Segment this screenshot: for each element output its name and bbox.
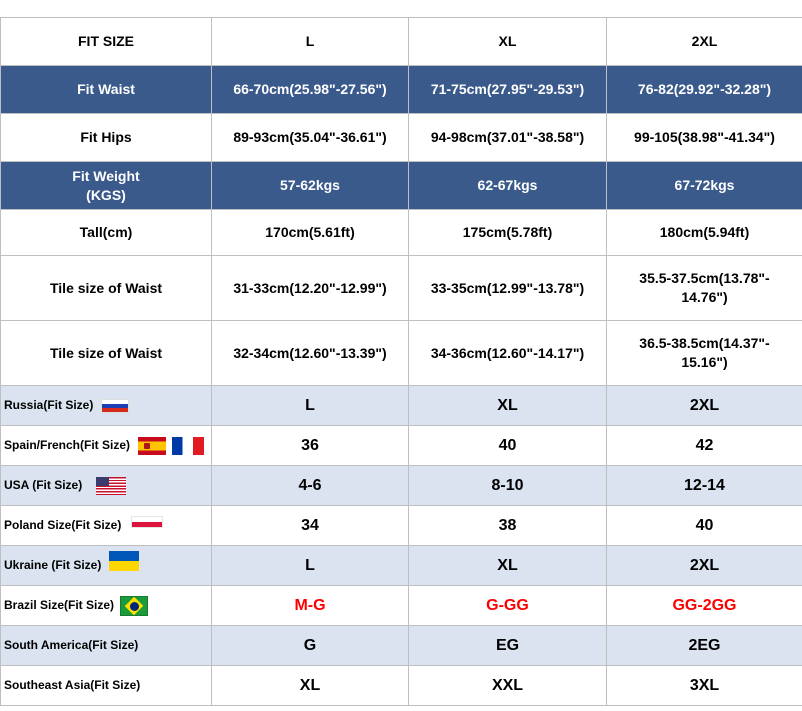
cell-value-line: 14.76") <box>681 289 728 305</box>
cell-value: M-G <box>211 585 409 626</box>
cell-value: L <box>211 385 409 426</box>
cell-value: 57-62kgs <box>211 161 409 210</box>
cell-value: 89-93cm(35.04"-36.61") <box>211 113 409 162</box>
cell-value: 8-10 <box>408 465 607 506</box>
cell-value: 33-35cm(12.99"-13.78") <box>408 255 607 321</box>
brazil-flag-icon <box>120 595 149 616</box>
region-label: Spain/French(Fit Size) <box>0 425 212 466</box>
south-america-row: South America(Fit Size) G EG 2EG <box>0 625 802 666</box>
tile-waist-row: Tile size of Waist 31-33cm(12.20"-12.99"… <box>0 255 802 321</box>
cell-value-line: 15.16") <box>681 354 728 370</box>
region-label: Southeast Asia(Fit Size) <box>0 665 212 706</box>
row-label: Fit Hips <box>0 113 212 162</box>
row-label: Fit Waist <box>0 65 212 114</box>
cell-value: 38 <box>408 505 607 546</box>
region-label-text: Russia(Fit Size) <box>4 398 94 412</box>
cell-value: XL <box>408 545 607 586</box>
cell-value: 180cm(5.94ft) <box>606 209 802 256</box>
cell-value: 32-34cm(12.60"-13.39") <box>211 320 409 386</box>
cell-value: 36 <box>211 425 409 466</box>
cell-value: 31-33cm(12.20"-12.99") <box>211 255 409 321</box>
cell-value: 40 <box>408 425 607 466</box>
cell-value: 71-75cm(27.95"-29.53") <box>408 65 607 114</box>
southeast-asia-row: Southeast Asia(Fit Size) XL XXL 3XL <box>0 665 802 706</box>
cell-value: 2EG <box>606 625 802 666</box>
size-header-l: L <box>211 17 409 66</box>
cell-value: 4-6 <box>211 465 409 506</box>
row-label-line: Fit Weight <box>72 167 140 184</box>
cell-value: G <box>211 625 409 666</box>
fit-size-header: FIT SIZE <box>0 17 212 66</box>
usa-row: USA (Fit Size) 4-6 8-10 12-14 <box>0 465 802 506</box>
region-label-text: Poland Size(Fit Size) <box>4 518 122 532</box>
size-chart-table: FIT SIZE L XL 2XL Fit Waist 66-70cm(25.9… <box>0 17 802 706</box>
region-label-text: Spain/French(Fit Size) <box>4 438 131 452</box>
region-label: Russia(Fit Size) <box>0 385 212 426</box>
cell-value: 94-98cm(37.01"-38.58") <box>408 113 607 162</box>
poland-flag-icon <box>131 515 164 528</box>
france-flag-icon <box>172 436 205 455</box>
region-label-text: Brazil Size(Fit Size) <box>4 597 115 612</box>
region-label-text: USA (Fit Size) <box>4 478 83 492</box>
cell-value: 40 <box>606 505 802 546</box>
spain-flag-icon <box>138 436 167 455</box>
fit-weight-row: Fit Weight (KGS) 57-62kgs 62-67kgs 67-72… <box>0 161 802 210</box>
region-label-text: Southeast Asia(Fit Size) <box>4 678 141 692</box>
cell-value: 34 <box>211 505 409 546</box>
row-label: Fit Weight (KGS) <box>0 161 212 210</box>
russia-flag-icon <box>101 398 130 413</box>
cell-value: XL <box>408 385 607 426</box>
region-label: South America(Fit Size) <box>0 625 212 666</box>
region-label: USA (Fit Size) <box>0 465 212 506</box>
row-label: Tile size of Waist <box>0 320 212 386</box>
cell-value: G-GG <box>408 585 607 626</box>
cell-value: XL <box>211 665 409 706</box>
usa-flag-icon <box>96 476 127 495</box>
row-label: Tile size of Waist <box>0 255 212 321</box>
header-row: FIT SIZE L XL 2XL <box>0 17 802 66</box>
cell-value: 2XL <box>606 545 802 586</box>
cell-value: XXL <box>408 665 607 706</box>
fit-waist-row: Fit Waist 66-70cm(25.98"-27.56") 71-75cm… <box>0 65 802 114</box>
tile-waist-row-2: Tile size of Waist 32-34cm(12.60"-13.39"… <box>0 320 802 386</box>
cell-value: EG <box>408 625 607 666</box>
region-label: Brazil Size(Fit Size) <box>0 585 212 626</box>
fit-hips-row: Fit Hips 89-93cm(35.04"-36.61") 94-98cm(… <box>0 113 802 162</box>
cell-value: 36.5-38.5cm(14.37"- 15.16") <box>606 320 802 386</box>
brazil-row: Brazil Size(Fit Size) M-G G-GG GG-2GG <box>0 585 802 626</box>
cell-value: L <box>211 545 409 586</box>
cell-value: 175cm(5.78ft) <box>408 209 607 256</box>
cell-value: 35.5-37.5cm(13.78"- 14.76") <box>606 255 802 321</box>
cell-value-line: 36.5-38.5cm(14.37"- <box>639 335 770 351</box>
cell-value: 76-82(29.92"-32.28") <box>606 65 802 114</box>
russia-row: Russia(Fit Size) L XL 2XL <box>0 385 802 426</box>
cell-value: 42 <box>606 425 802 466</box>
row-label-line: (KGS) <box>86 186 126 203</box>
cell-value-line: 35.5-37.5cm(13.78"- <box>639 270 770 286</box>
poland-row: Poland Size(Fit Size) 34 38 40 <box>0 505 802 546</box>
ukraine-flag-icon <box>109 550 140 571</box>
region-label-text: South America(Fit Size) <box>4 638 139 652</box>
cell-value: 66-70cm(25.98"-27.56") <box>211 65 409 114</box>
size-header-2xl: 2XL <box>606 17 802 66</box>
size-header-xl: XL <box>408 17 607 66</box>
region-label: Poland Size(Fit Size) <box>0 505 212 546</box>
cell-value: 170cm(5.61ft) <box>211 209 409 256</box>
cell-value: 67-72kgs <box>606 161 802 210</box>
row-label: Tall(cm) <box>0 209 212 256</box>
cell-value: 34-36cm(12.60"-14.17") <box>408 320 607 386</box>
cell-value: 2XL <box>606 385 802 426</box>
cell-value: 62-67kgs <box>408 161 607 210</box>
ukraine-row: Ukraine (Fit Size) L XL 2XL <box>0 545 802 586</box>
tall-row: Tall(cm) 170cm(5.61ft) 175cm(5.78ft) 180… <box>0 209 802 256</box>
cell-value: 3XL <box>606 665 802 706</box>
cell-value: 12-14 <box>606 465 802 506</box>
spain-french-row: Spain/French(Fit Size) 36 40 42 <box>0 425 802 466</box>
cell-value: 99-105(38.98"-41.34") <box>606 113 802 162</box>
cell-value: GG-2GG <box>606 585 802 626</box>
region-label-text: Ukraine (Fit Size) <box>4 558 102 572</box>
region-label: Ukraine (Fit Size) <box>0 545 212 586</box>
